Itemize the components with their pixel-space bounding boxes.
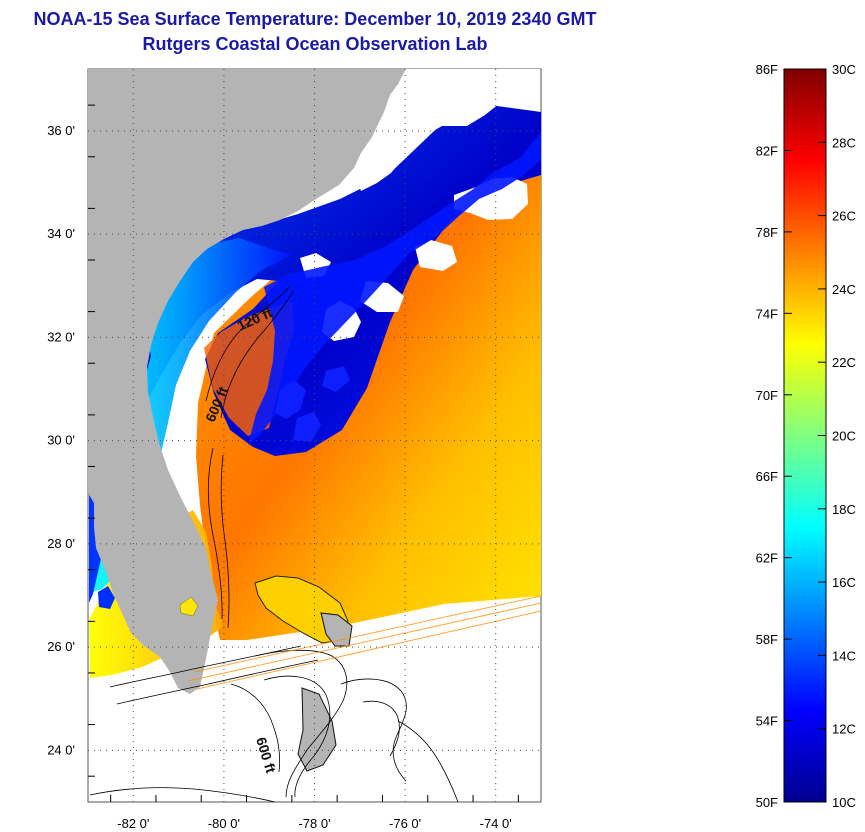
latitude-label: 24 0' xyxy=(47,742,75,757)
fahrenheit-label: 82F xyxy=(756,143,778,158)
celsius-label: 20C xyxy=(832,429,856,444)
blue-speckle-region xyxy=(248,132,541,445)
colorbar-labels: 86F 82F 78F 74F 70F 66F 62F 58F 54F 50F 30C 28C 26C 2… xyxy=(756,62,856,810)
latitude-label: 30 0' xyxy=(47,433,75,448)
celsius-label: 28C xyxy=(832,135,856,150)
map-subtitle: Rutgers Coastal Ocean Observation Lab xyxy=(142,34,488,54)
satellite-swath-edge xyxy=(187,595,542,690)
celsius-label: 24C xyxy=(832,282,856,297)
lat-lon-grid xyxy=(88,69,541,802)
fahrenheit-label: 58F xyxy=(756,632,778,647)
celsius-label: 22C xyxy=(832,355,856,370)
map-frame: -82 0' -80 0' -78 0' -76 0' -74 0' 36 0' 34 0'… xyxy=(47,68,542,831)
fahrenheit-label: 86F xyxy=(756,62,778,77)
celsius-label: 16C xyxy=(832,575,856,590)
latitude-label: 34 0' xyxy=(47,226,75,241)
longitude-label: -74 0' xyxy=(480,816,512,831)
longitude-label: -76 0' xyxy=(389,816,421,831)
fahrenheit-label: 78F xyxy=(756,225,778,240)
fahrenheit-label: 62F xyxy=(756,551,778,566)
celsius-label: 10C xyxy=(832,795,856,810)
bahamas-and-islands xyxy=(98,575,353,772)
longitude-label: -78 0' xyxy=(298,816,330,831)
longitude-label: -82 0' xyxy=(117,816,149,831)
celsius-label: 26C xyxy=(832,209,856,224)
north-land-white-break xyxy=(354,69,540,191)
us-land-mask xyxy=(88,69,406,694)
latitude-label: 28 0' xyxy=(47,536,75,551)
celsius-label: 14C xyxy=(832,648,856,663)
axis-labels: -82 0' -80 0' -78 0' -76 0' -74 0' 36 0' 34 0'… xyxy=(47,123,512,831)
celsius-label: 30C xyxy=(832,62,856,77)
fahrenheit-label: 66F xyxy=(756,469,778,484)
fahrenheit-label: 74F xyxy=(756,306,778,321)
bathymetry-contours xyxy=(89,285,459,803)
celsius-label: 12C xyxy=(832,722,856,737)
latitude-label: 26 0' xyxy=(47,639,75,654)
fahrenheit-label: 54F xyxy=(756,714,778,729)
longitude-label: -80 0' xyxy=(208,816,240,831)
latitude-label: 32 0' xyxy=(47,329,75,344)
fahrenheit-label: 50F xyxy=(756,795,778,810)
latitude-label: 36 0' xyxy=(47,123,75,138)
map-title: NOAA-15 Sea Surface Temperature: Decembe… xyxy=(33,9,597,29)
fahrenheit-label: 70F xyxy=(756,388,778,403)
celsius-label: 18C xyxy=(832,502,856,517)
